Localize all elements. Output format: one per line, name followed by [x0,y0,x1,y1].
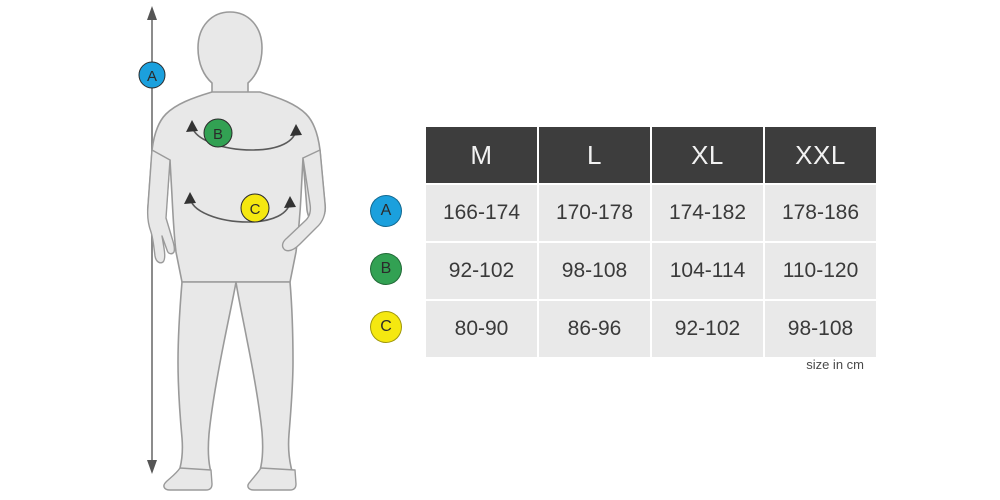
figure-badge-c-label: C [250,201,261,218]
cell-c-xl: 92-102 [652,301,763,357]
cell-a-m: 166-174 [426,185,537,241]
table-row-a: 166-174 170-178 174-182 178-186 [426,185,876,241]
cell-a-l: 170-178 [539,185,650,241]
figure-badge-a-label: A [147,68,157,85]
legend-badge-b-label: B [380,260,392,277]
cell-b-xxl: 110-120 [765,243,876,299]
legend-badge-a-label: A [380,202,392,219]
figure-badge-b-label: B [213,126,223,143]
table-row-c: 80-90 86-96 92-102 98-108 [426,301,876,357]
cell-b-xl: 104-114 [652,243,763,299]
legend-badge-c-label: C [380,318,392,335]
cell-c-m: 80-90 [426,301,537,357]
body-silhouette-diagram: A B C [138,6,327,491]
body-shape [146,11,327,491]
cell-b-m: 92-102 [426,243,537,299]
column-header-l: L [539,127,650,183]
size-table: M L XL XXL 166-174 170-178 174-182 178-1… [424,125,878,359]
figure-badge-a: A [138,61,166,89]
column-header-xl: XL [652,127,763,183]
figure-badge-c: C [240,193,270,223]
table-header-row: M L XL XXL [426,127,876,183]
legend-badge-c: C [370,311,402,343]
cell-a-xl: 174-182 [652,185,763,241]
column-header-m: M [426,127,537,183]
table-row-b: 92-102 98-108 104-114 110-120 [426,243,876,299]
cell-b-l: 98-108 [539,243,650,299]
table-unit-note: size in cm [806,357,864,372]
chest-measure-loop [186,120,302,151]
cell-c-xxl: 98-108 [765,301,876,357]
waist-measure-loop [184,192,296,223]
figure-badge-b: B [203,118,233,148]
legend-badge-a: A [370,195,402,227]
height-arrow [147,6,157,474]
legend-badge-b: B [370,253,402,285]
column-header-xxl: XXL [765,127,876,183]
cell-c-l: 86-96 [539,301,650,357]
body-figure-panel: A B C [120,0,350,500]
cell-a-xxl: 178-186 [765,185,876,241]
